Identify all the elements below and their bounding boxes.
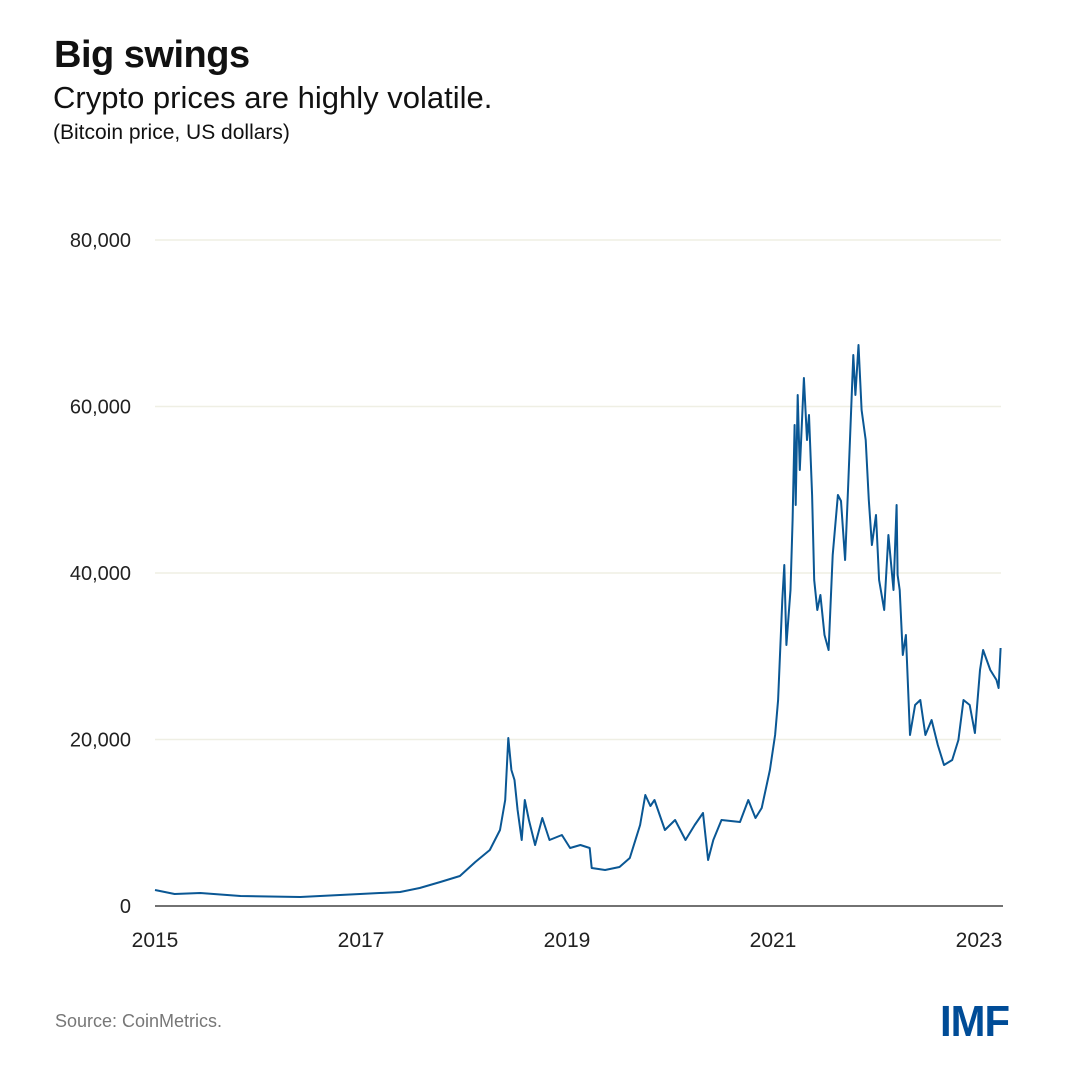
x-tick-label: 2023 bbox=[956, 929, 1003, 952]
chart-title: Big swings bbox=[54, 34, 250, 76]
y-tick-label: 20,000 bbox=[70, 730, 131, 752]
x-axis-ticks: 2015 2017 2019 2021 2023 bbox=[132, 929, 1003, 952]
x-tick-label: 2017 bbox=[338, 929, 385, 952]
y-tick-label: 60,000 bbox=[70, 397, 131, 419]
y-tick-label: 40,000 bbox=[70, 563, 131, 585]
y-tick-label: 0 bbox=[120, 896, 131, 918]
imf-logo: IMF bbox=[940, 997, 1010, 1046]
gridlines bbox=[155, 239, 1001, 741]
chart-subtitle: Crypto prices are highly volatile. bbox=[53, 80, 493, 115]
x-tick-label: 2021 bbox=[750, 929, 797, 952]
source-note: Source: CoinMetrics. bbox=[55, 1011, 223, 1031]
y-tick-label: 80,000 bbox=[70, 230, 131, 252]
chart-unit-note: (Bitcoin price, US dollars) bbox=[53, 121, 290, 144]
y-axis-ticks: 0 20,000 40,000 60,000 80,000 bbox=[70, 230, 131, 918]
x-tick-label: 2015 bbox=[132, 929, 179, 952]
x-tick-label: 2019 bbox=[544, 929, 591, 952]
series-line-bitcoin-price bbox=[154, 344, 1002, 898]
